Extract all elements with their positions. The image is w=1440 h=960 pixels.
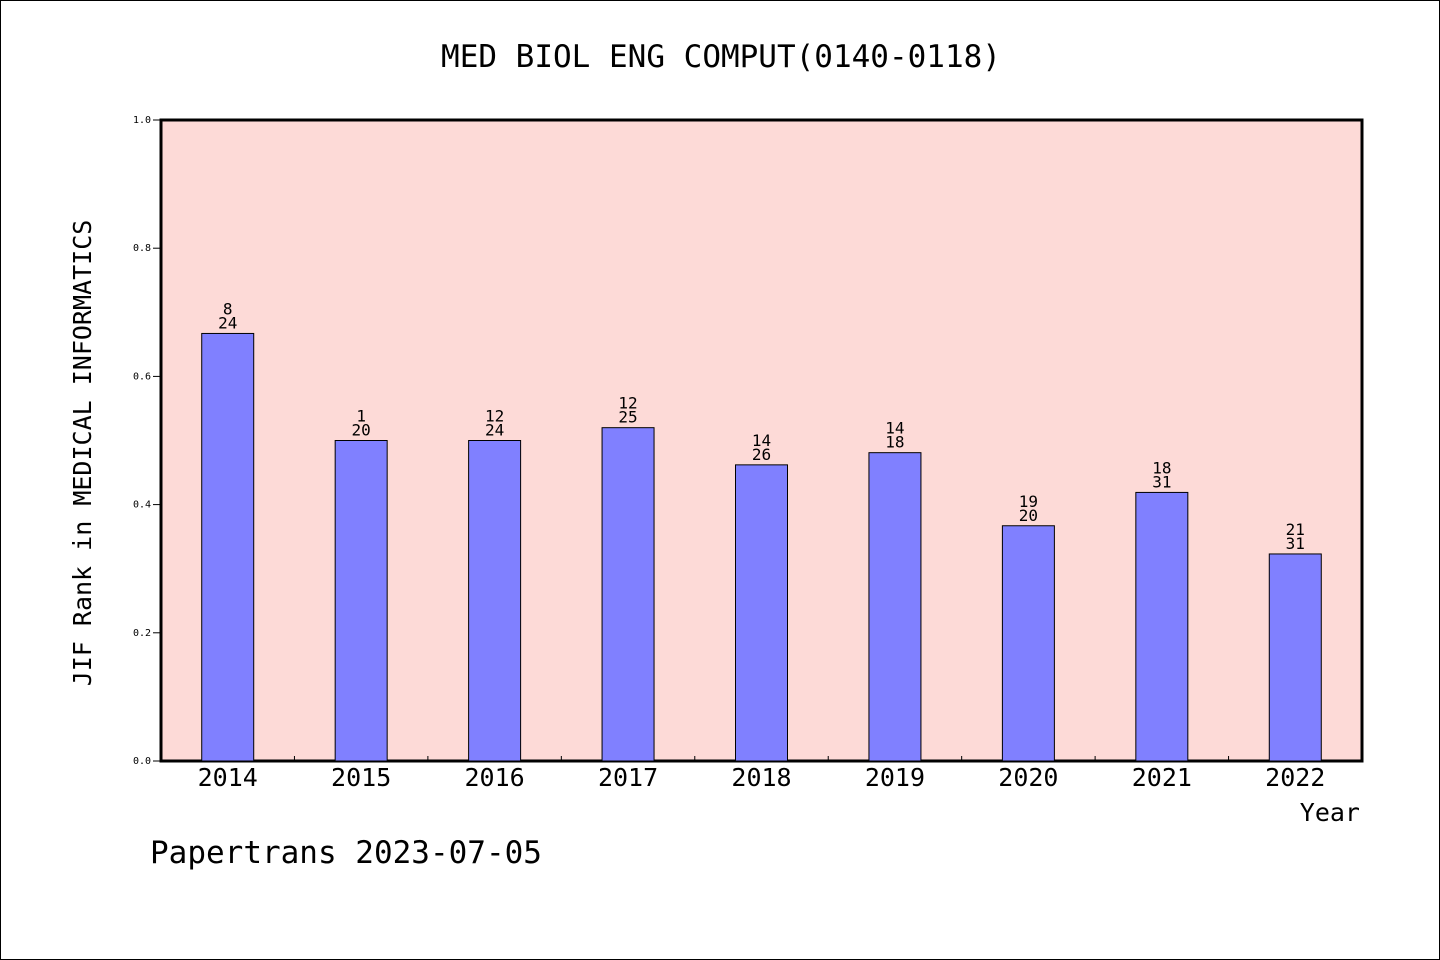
x-tick-label: 2018 [731,763,791,792]
x-tick-label: 2014 [198,763,258,792]
bar-rank-label: 19 [1019,492,1038,511]
x-tick-label: 2017 [598,763,658,792]
bar-total-label: 20 [1019,506,1038,525]
bar-total-label: 24 [485,421,504,440]
bar-total-label: 24 [218,313,237,332]
y-tick-label: 0.0 [133,756,151,767]
bar-rank-label: 1 [356,407,366,426]
y-tick-label: 0.8 [133,243,151,254]
y-tick-label: 0.2 [133,628,151,639]
bar-rank-label: 14 [752,431,771,450]
bar [601,427,655,762]
bar [1135,491,1189,762]
x-tick-label: 2021 [1132,763,1192,792]
bar-total-label: 31 [1152,472,1171,491]
y-axis-ticks: 0.0 0.2 0.4 0.6 0.8 1.0 [133,115,161,767]
x-tick-label: 2019 [865,763,925,792]
bar-rank-label: 18 [1152,458,1171,477]
bar-rank-label: 12 [618,394,637,413]
x-tick-label: 2022 [1265,763,1325,792]
x-tick-label: 2016 [465,763,525,792]
x-tick-label: 2020 [998,763,1058,792]
bar-series [201,332,1322,762]
chart-title: MED BIOL ENG COMPUT(0140-0118) [441,39,1001,75]
bar-rank-label: 21 [1286,520,1305,539]
x-axis-ticks: 2014 2015 2016 2017 2018 2019 2020 2021 2022 [198,756,1325,792]
bar-rank-label: 8 [223,299,233,318]
bar [201,332,255,762]
footer-note: Papertrans 2023-07-05 [150,835,542,871]
y-axis-label: JIF Rank in MEDICAL INFORMATICS [68,220,97,687]
bar-rank-label: 12 [485,407,504,426]
x-axis-label: Year [1300,798,1360,827]
bar-total-label: 25 [618,408,637,427]
bar [334,440,388,762]
bar [1001,525,1055,762]
bar-total-label: 18 [885,433,904,452]
bar-total-label: 20 [352,421,371,440]
bar [468,440,522,762]
x-tick-label: 2015 [331,763,391,792]
bar [1268,553,1322,762]
bar-rank-label: 14 [885,419,904,438]
y-tick-label: 0.4 [133,500,151,511]
bar-total-label: 31 [1286,534,1305,553]
bar [735,464,788,762]
y-tick-label: 1.0 [133,115,151,126]
bar-total-label: 26 [752,445,771,464]
bar [868,452,922,762]
y-tick-label: 0.6 [133,371,151,382]
